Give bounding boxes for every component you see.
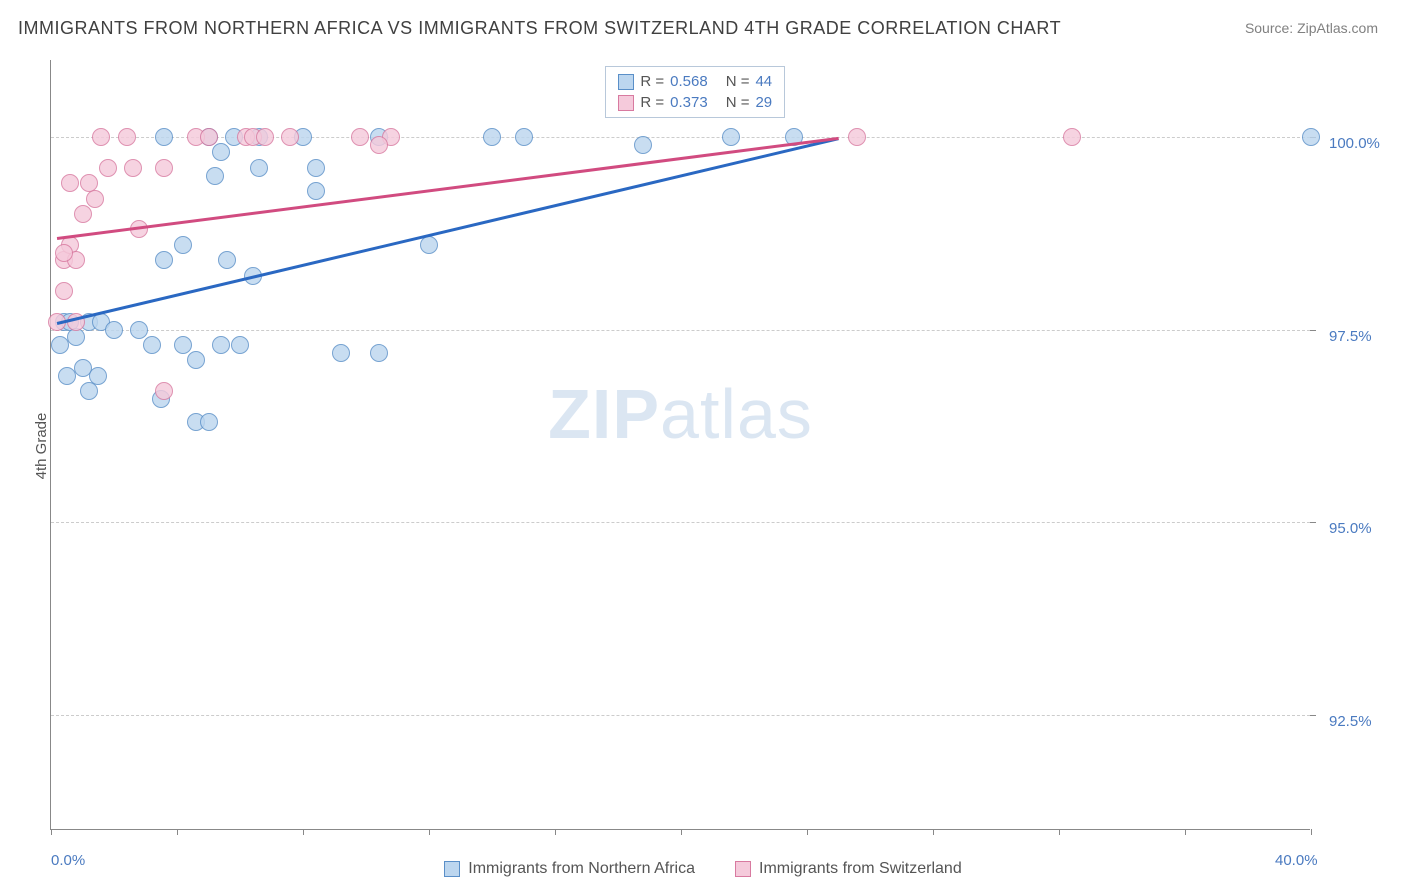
data-point bbox=[155, 382, 173, 400]
ytick-mark bbox=[1310, 522, 1316, 523]
data-point bbox=[80, 174, 98, 192]
stats-legend: R = 0.568 N = 44 R = 0.373 N = 29 bbox=[605, 66, 785, 118]
stats-legend-row: R = 0.568 N = 44 bbox=[606, 71, 784, 92]
ytick-mark bbox=[1310, 715, 1316, 716]
legend-swatch bbox=[618, 95, 634, 111]
data-point bbox=[200, 128, 218, 146]
legend-item: Immigrants from Switzerland bbox=[735, 860, 962, 878]
stat-n-label: N = bbox=[726, 94, 750, 111]
data-point bbox=[1302, 128, 1320, 146]
data-point bbox=[256, 128, 274, 146]
stat-n-value: 44 bbox=[755, 73, 772, 90]
data-point bbox=[848, 128, 866, 146]
watermark: ZIPatlas bbox=[548, 374, 813, 454]
data-point bbox=[307, 159, 325, 177]
legend-item: Immigrants from Northern Africa bbox=[444, 860, 695, 878]
legend-label: Immigrants from Northern Africa bbox=[468, 860, 695, 878]
gridline bbox=[51, 330, 1310, 331]
data-point bbox=[218, 251, 236, 269]
trendline bbox=[57, 137, 839, 240]
source-value: ZipAtlas.com bbox=[1297, 20, 1378, 36]
watermark-bold: ZIP bbox=[548, 375, 660, 453]
legend: Immigrants from Northern Africa Immigrant… bbox=[0, 860, 1406, 878]
gridline bbox=[51, 715, 1310, 716]
data-point bbox=[74, 205, 92, 223]
stat-r-value: 0.568 bbox=[670, 73, 708, 90]
xtick-mark bbox=[177, 829, 178, 835]
data-point bbox=[55, 244, 73, 262]
ytick-label: 100.0% bbox=[1329, 135, 1380, 152]
xtick-mark bbox=[51, 829, 52, 835]
gridline bbox=[51, 522, 1310, 523]
ytick-mark bbox=[1310, 330, 1316, 331]
xtick-mark bbox=[1059, 829, 1060, 835]
xtick-mark bbox=[1185, 829, 1186, 835]
xtick-mark bbox=[1311, 829, 1312, 835]
data-point bbox=[212, 143, 230, 161]
data-point bbox=[231, 336, 249, 354]
data-point bbox=[174, 236, 192, 254]
data-point bbox=[634, 136, 652, 154]
data-point bbox=[200, 413, 218, 431]
data-point bbox=[722, 128, 740, 146]
data-point bbox=[99, 159, 117, 177]
scatter-plot: ZIPatlas 100.0%97.5%95.0%92.5%0.0%40.0%R… bbox=[50, 60, 1310, 830]
data-point bbox=[483, 128, 501, 146]
legend-swatch bbox=[735, 861, 751, 877]
legend-swatch bbox=[444, 861, 460, 877]
data-point bbox=[155, 251, 173, 269]
data-point bbox=[351, 128, 369, 146]
chart-title: IMMIGRANTS FROM NORTHERN AFRICA VS IMMIG… bbox=[18, 18, 1061, 39]
data-point bbox=[281, 128, 299, 146]
legend-label: Immigrants from Switzerland bbox=[759, 860, 962, 878]
data-point bbox=[187, 351, 205, 369]
ytick-label: 92.5% bbox=[1329, 713, 1372, 730]
data-point bbox=[67, 328, 85, 346]
stat-r-value: 0.373 bbox=[670, 94, 708, 111]
stat-r-label: R = bbox=[640, 94, 664, 111]
stat-n-value: 29 bbox=[755, 94, 772, 111]
source-prefix: Source: bbox=[1245, 20, 1293, 36]
xtick-mark bbox=[681, 829, 682, 835]
data-point bbox=[92, 128, 110, 146]
source-label: Source: ZipAtlas.com bbox=[1245, 20, 1378, 36]
stat-r-label: R = bbox=[640, 73, 664, 90]
ytick-label: 95.0% bbox=[1329, 520, 1372, 537]
y-axis-label: 4th Grade bbox=[33, 413, 50, 480]
data-point bbox=[86, 190, 104, 208]
data-point bbox=[370, 136, 388, 154]
legend-swatch bbox=[618, 74, 634, 90]
data-point bbox=[130, 321, 148, 339]
trendline bbox=[57, 137, 839, 324]
stats-legend-row: R = 0.373 N = 29 bbox=[606, 92, 784, 113]
data-point bbox=[307, 182, 325, 200]
data-point bbox=[55, 282, 73, 300]
data-point bbox=[143, 336, 161, 354]
data-point bbox=[118, 128, 136, 146]
stat-n-label: N = bbox=[726, 73, 750, 90]
ytick-label: 97.5% bbox=[1329, 328, 1372, 345]
data-point bbox=[420, 236, 438, 254]
watermark-rest: atlas bbox=[660, 375, 813, 453]
data-point bbox=[206, 167, 224, 185]
data-point bbox=[212, 336, 230, 354]
data-point bbox=[105, 321, 123, 339]
xtick-mark bbox=[429, 829, 430, 835]
data-point bbox=[515, 128, 533, 146]
data-point bbox=[155, 128, 173, 146]
data-point bbox=[1063, 128, 1081, 146]
data-point bbox=[155, 159, 173, 177]
data-point bbox=[250, 159, 268, 177]
data-point bbox=[61, 174, 79, 192]
data-point bbox=[370, 344, 388, 362]
xtick-mark bbox=[807, 829, 808, 835]
data-point bbox=[332, 344, 350, 362]
xtick-mark bbox=[933, 829, 934, 835]
xtick-mark bbox=[555, 829, 556, 835]
data-point bbox=[124, 159, 142, 177]
data-point bbox=[174, 336, 192, 354]
data-point bbox=[80, 382, 98, 400]
xtick-mark bbox=[303, 829, 304, 835]
